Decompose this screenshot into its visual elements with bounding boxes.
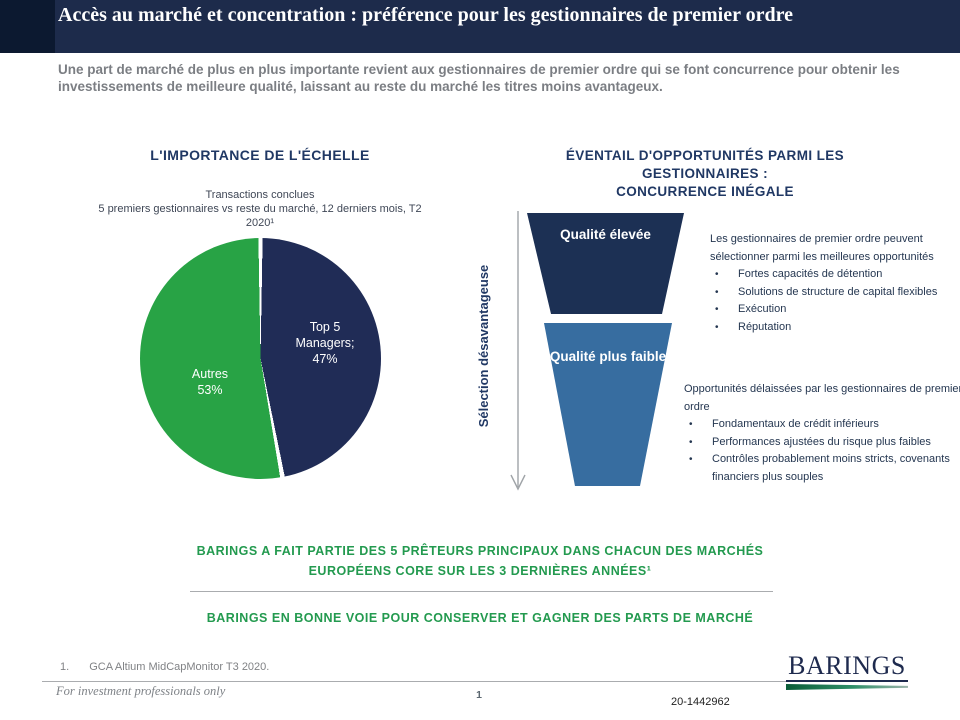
bullet-item: Réputation [710,319,958,337]
bullet-item: Exécution [710,301,958,319]
barings-logo: BARINGS [786,651,908,690]
funnel-top-label: Qualité élevée [560,227,651,242]
title-accent-bar [0,0,55,53]
statement-secondary: BARINGS EN BONNE VOIE POUR CONSERVER ET … [206,611,754,625]
statement-primary: BARINGS A FAIT PARTIE DES 5 PRÊTEURS PRI… [196,544,764,578]
footnote: 1. GCA Altium MidCapMonitor T3 2020. [60,661,269,673]
logo-underline [786,680,908,682]
title-bar [0,0,960,53]
footnote-text: GCA Altium MidCapMonitor T3 2020. [89,661,270,673]
pie-slice-label-top5: Top 5 Managers; 47% [295,320,355,366]
doc-id: 20-1442962 [671,696,730,708]
right-panel-heading: ÉVENTAIL D'OPPORTUNITÉS PARMI LES GESTIO… [565,148,845,199]
down-arrow-icon [510,211,526,491]
page-title: Accès au marché et concentration : préfé… [58,4,794,26]
opportunity-bottom-list: Fondamentaux de crédit inférieurs Perfor… [684,416,960,486]
logo-swoosh [786,684,908,690]
disclaimer-text: For investment professionals only [56,684,226,698]
opportunity-bottom-intro: Opportunités délaissées par les gestionn… [684,383,960,413]
funnel-bottom-segment: Qualité plus faible [544,323,672,486]
page-number: 1 [476,689,482,701]
bullet-item: Fortes capacités de détention [710,266,958,284]
footnote-ref: 1. [60,661,70,673]
funnel-bottom-label: Qualité plus faible [549,349,667,364]
opportunity-block-bottom: Opportunités délaissées par les gestionn… [684,381,960,486]
funnel-top-segment: Qualité élevée [527,213,684,314]
logo-text: BARINGS [788,651,906,680]
pie-slice-label-autres: Autres 53% [191,367,229,397]
opportunity-top-intro: Les gestionnaires de premier ordre peuve… [710,233,934,263]
slide-subtitle: Une part de marché de plus en plus impor… [58,62,900,94]
pie-chart-caption: Transactions conclues 5 premiers gestion… [98,189,422,229]
opportunity-top-list: Fortes capacités de détention Solutions … [710,266,958,336]
bullet-item: Fondamentaux de crédit inférieurs [684,416,960,434]
opportunity-block-top: Les gestionnaires de premier ordre peuve… [710,231,958,336]
bullet-item: Solutions de structure de capital flexib… [710,284,958,302]
bullet-item: Contrôles probablement moins stricts, co… [684,451,960,486]
left-panel-heading: L'IMPORTANCE DE L'ÉCHELLE [150,147,370,163]
pie-chart: Top 5 Managers; 47% Autres 53% [140,238,381,479]
bullet-item: Performances ajustées du risque plus fai… [684,434,960,452]
selection-axis-label: Sélection désavantageuse [476,264,491,428]
statement-divider [190,591,773,592]
footer-rule [42,681,786,682]
